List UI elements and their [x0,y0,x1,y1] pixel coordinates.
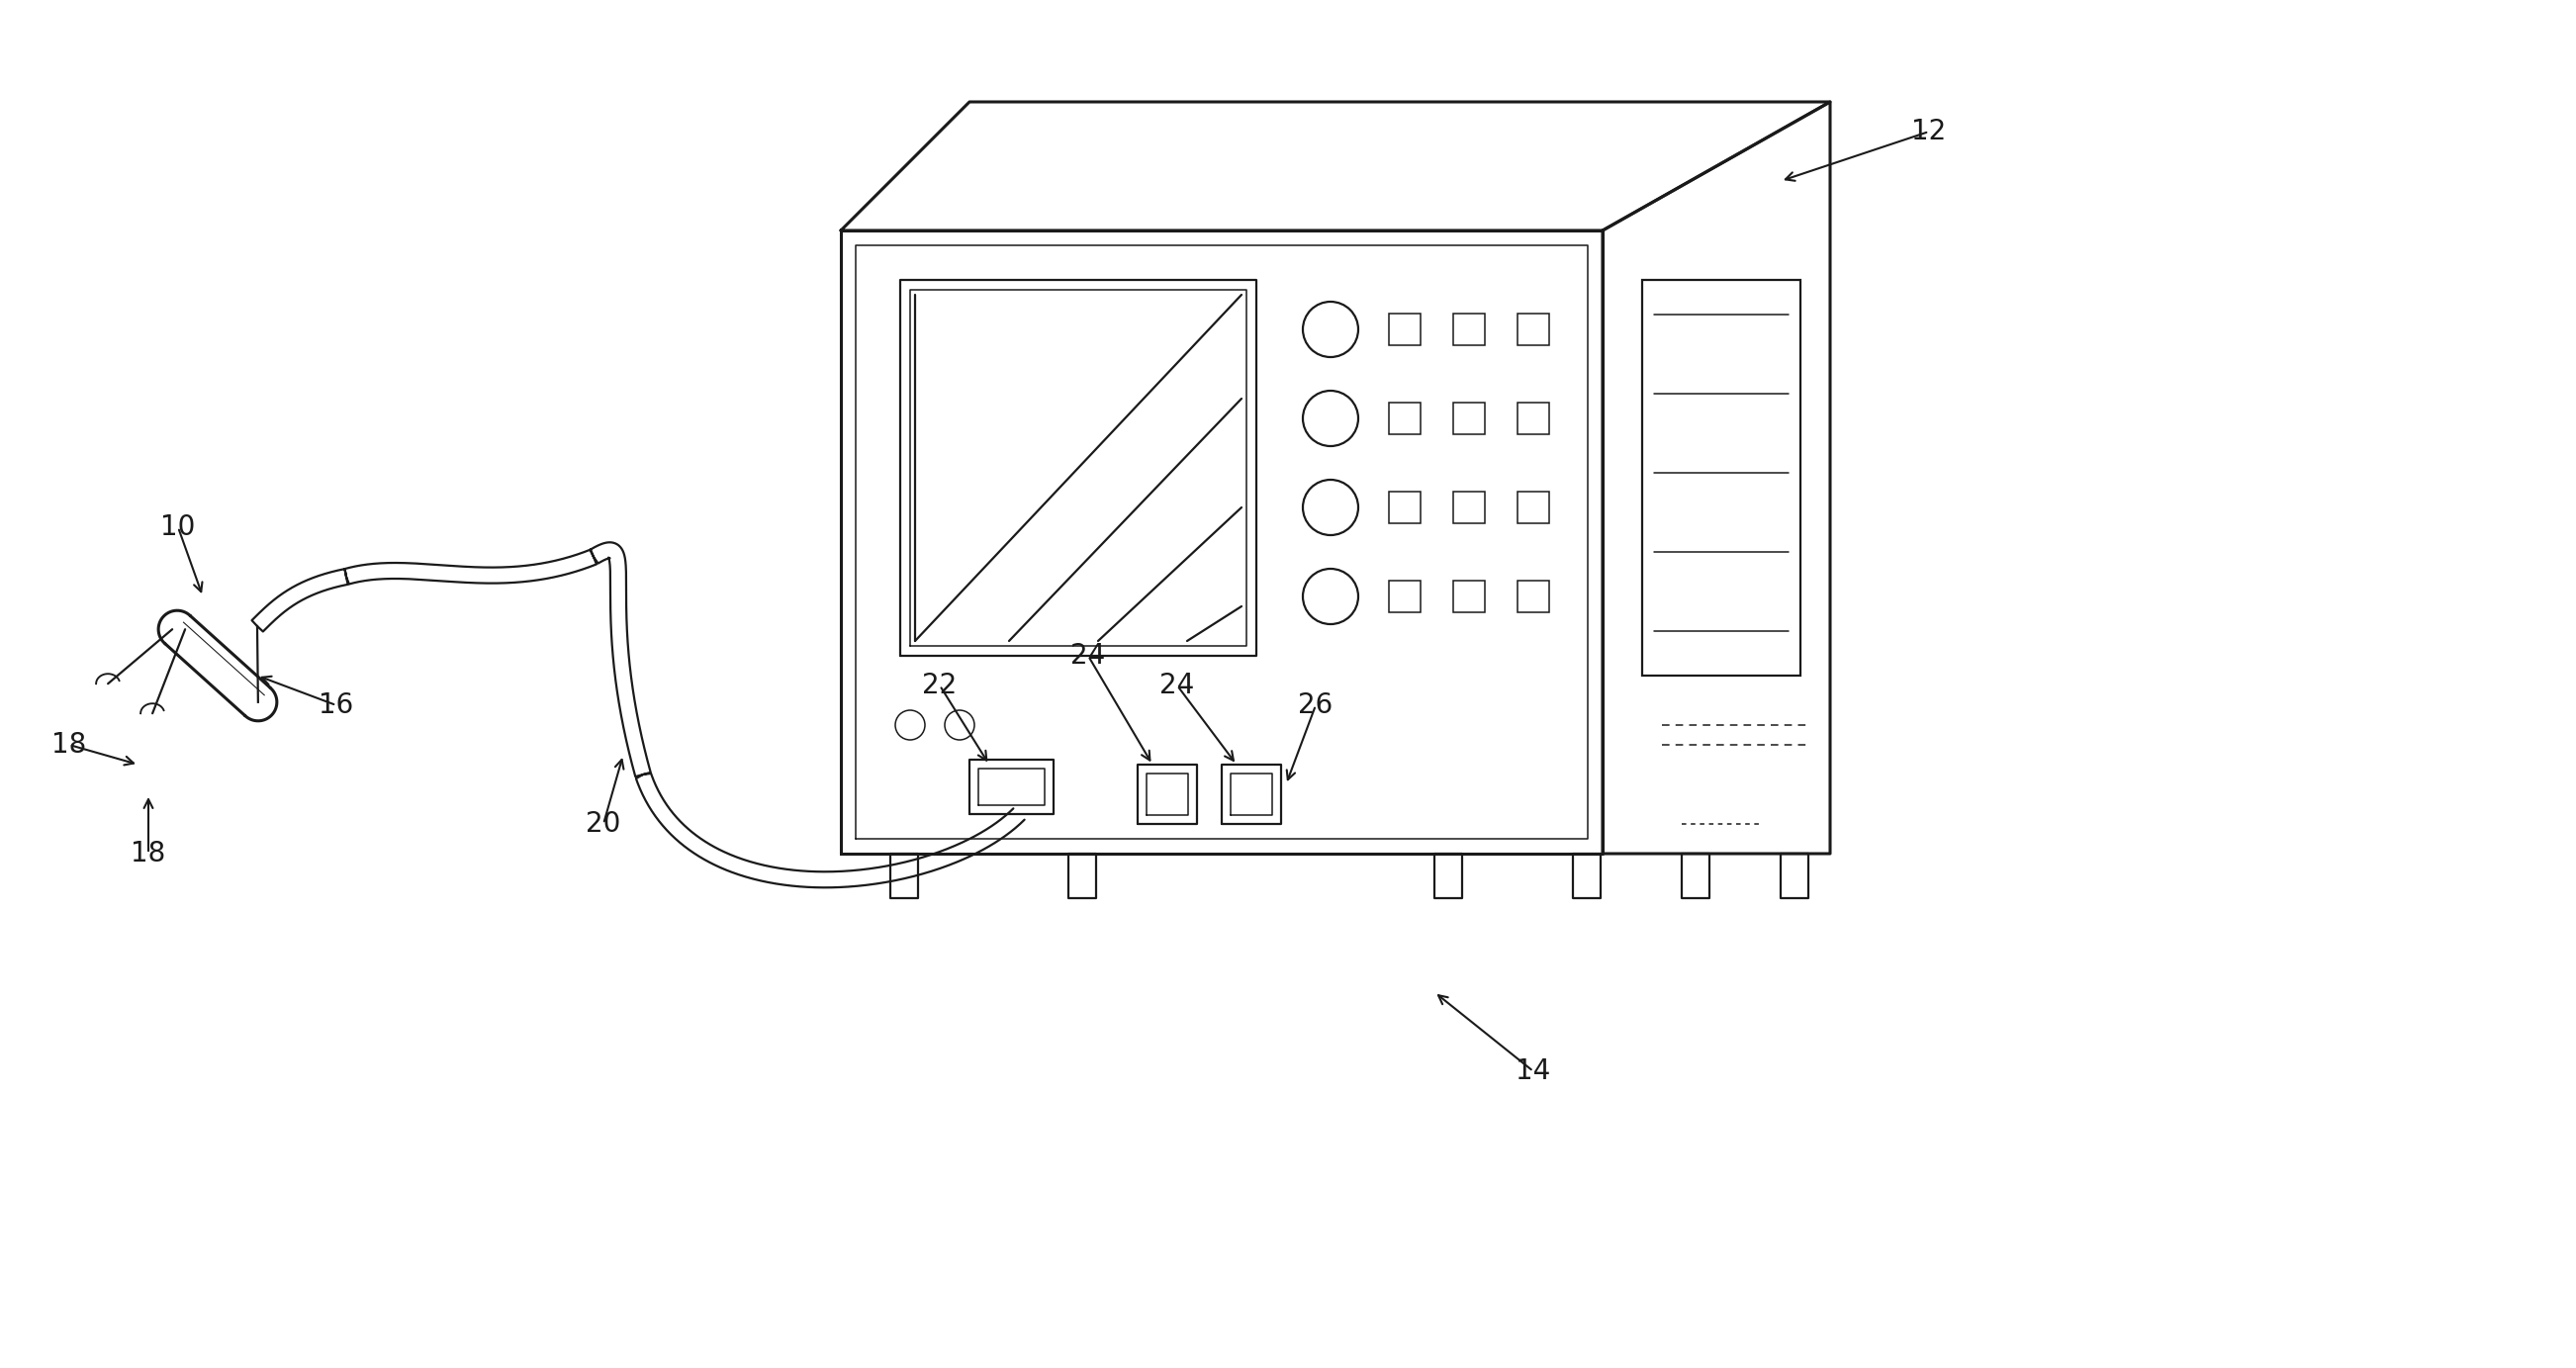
Bar [1517,313,1548,345]
Text: 26: 26 [1298,691,1334,720]
Text: 14: 14 [1515,1057,1551,1085]
Text: 18: 18 [52,731,88,759]
Bar [1388,580,1419,613]
Text: 24: 24 [1159,672,1195,699]
Text: 16: 16 [319,691,353,720]
Bar [1453,491,1484,524]
Bar [1388,491,1419,524]
Bar [1517,491,1548,524]
Text: 22: 22 [922,672,958,699]
Text: 24: 24 [1072,642,1105,670]
Bar [1388,313,1419,345]
Bar [1388,402,1419,434]
Bar [1453,402,1484,434]
Bar [1453,580,1484,613]
Bar [1517,402,1548,434]
Text: 12: 12 [1911,118,1947,145]
Bar [1517,580,1548,613]
Bar [1453,313,1484,345]
Text: 20: 20 [585,810,621,837]
Text: 18: 18 [131,840,165,867]
Bar [1641,280,1801,676]
Text: 10: 10 [160,513,196,542]
